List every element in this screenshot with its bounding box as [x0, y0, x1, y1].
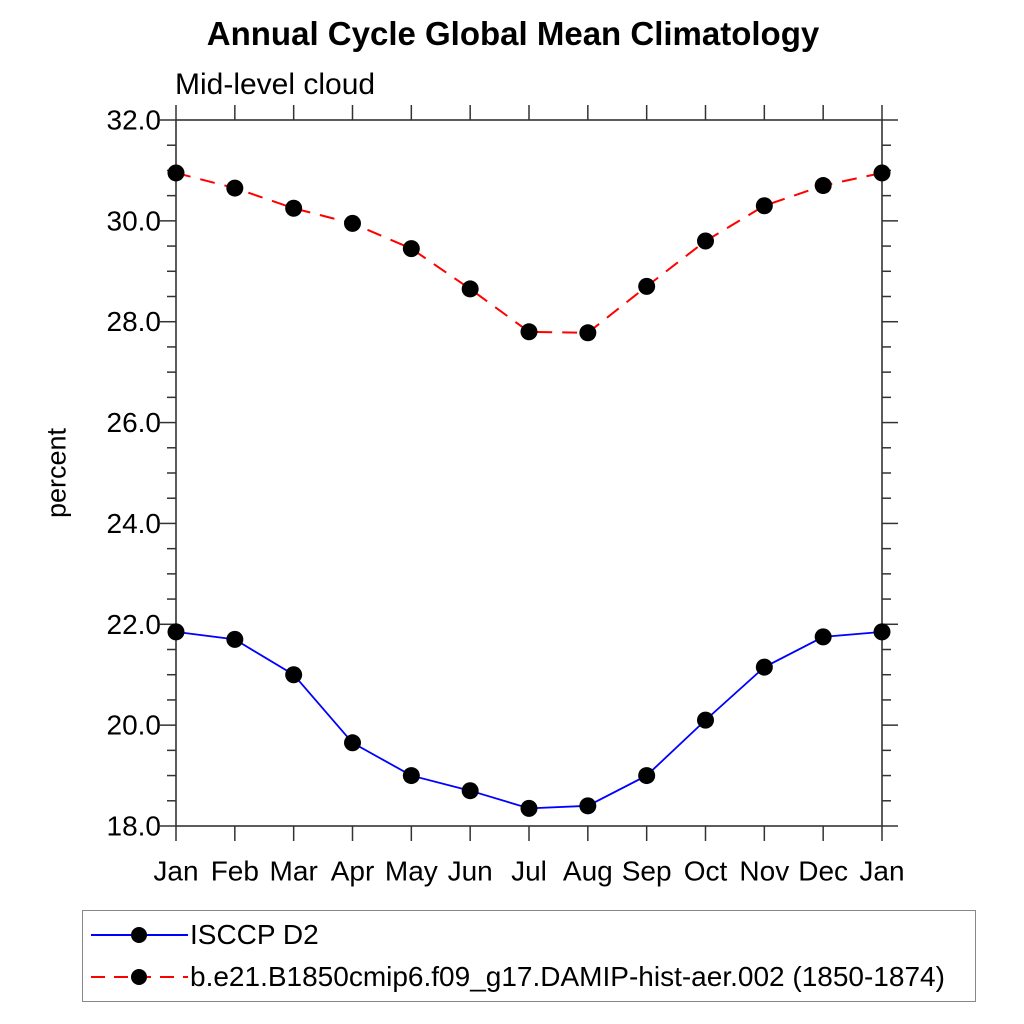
series-0-data-point	[226, 630, 244, 648]
y-tick-label: 24.0	[107, 508, 162, 539]
series-line-0	[175, 630, 883, 810]
x-tick-label: Aug	[563, 856, 613, 887]
series-0-data-point	[461, 782, 479, 800]
y-tick-label: 26.0	[107, 407, 162, 438]
y-tick-label: 30.0	[107, 205, 162, 236]
legend-line-sample-solid-icon	[91, 927, 188, 943]
y-tick-label: 20.0	[107, 710, 162, 741]
series-1-data-point	[697, 232, 714, 250]
y-tick-label: 28.0	[107, 306, 162, 337]
series-0-data-point	[167, 623, 185, 641]
legend-label-model: b.e21.B1850cmip6.f09_g17.DAMIP-hist-aer.…	[190, 961, 945, 992]
x-tick-label: Jul	[511, 856, 547, 887]
x-tick-label: Sep	[622, 856, 672, 887]
series-1-data-point	[579, 324, 597, 342]
series-1-data-point	[873, 164, 891, 182]
x-tick-label: Oct	[684, 856, 728, 887]
series-line-1	[175, 171, 883, 334]
series-1-data-point	[520, 323, 538, 341]
y-tick-label: 18.0	[107, 811, 162, 842]
series-0-data-point	[344, 734, 361, 752]
legend-item-isccp: ISCCP D2	[89, 919, 319, 950]
series-1-data-point	[814, 177, 832, 195]
series-1-data-point	[167, 164, 185, 182]
series-1-data-point	[638, 277, 656, 295]
y-tick-label: 32.0	[107, 105, 162, 136]
plot-frame	[175, 119, 883, 827]
x-tick-label: Apr	[331, 856, 375, 887]
series-1-data-point	[285, 199, 303, 217]
chart-subtitle: Mid-level cloud	[175, 68, 376, 101]
series-0-data-point	[520, 799, 538, 817]
series-1-data-point	[461, 280, 479, 298]
x-tick-label: Nov	[739, 856, 789, 887]
x-tick-label: Dec	[798, 856, 848, 887]
x-tick-label: Mar	[270, 856, 318, 887]
series-0-data-point	[873, 623, 891, 641]
y-tick-label: 22.0	[107, 609, 162, 640]
legend: ISCCP D2 b.e21.B1850cmip6.f09_g17.DAMIP-…	[82, 910, 976, 1002]
legend-marker-dot-icon	[131, 969, 147, 985]
x-tick-label: Jan	[153, 856, 198, 887]
series-1-data-point	[226, 179, 244, 197]
series-0-data-point	[579, 797, 597, 815]
x-tick-label: Jan	[859, 856, 904, 887]
legend-marker-dot-icon	[131, 927, 147, 943]
chart-title: Annual Cycle Global Mean Climatology	[206, 15, 820, 52]
series-1-data-point	[755, 197, 773, 215]
x-tick-label: Feb	[211, 856, 259, 887]
series-0-data-point	[285, 666, 303, 684]
series-0-data-point	[402, 767, 420, 785]
legend-item-model: b.e21.B1850cmip6.f09_g17.DAMIP-hist-aer.…	[89, 961, 945, 992]
series-0-data-point	[814, 628, 832, 646]
series-0-data-point	[638, 767, 656, 785]
series-0-data-point	[755, 658, 773, 676]
x-tick-label: Jun	[448, 856, 493, 887]
legend-line-sample-dashed-icon	[91, 969, 188, 985]
series-0-data-point	[697, 711, 714, 729]
x-tick-label: May	[385, 856, 438, 887]
series-1-data-point	[344, 214, 361, 232]
series-1-data-point	[402, 240, 420, 258]
y-axis-label: percent	[41, 427, 72, 519]
legend-label-isccp: ISCCP D2	[190, 919, 319, 950]
